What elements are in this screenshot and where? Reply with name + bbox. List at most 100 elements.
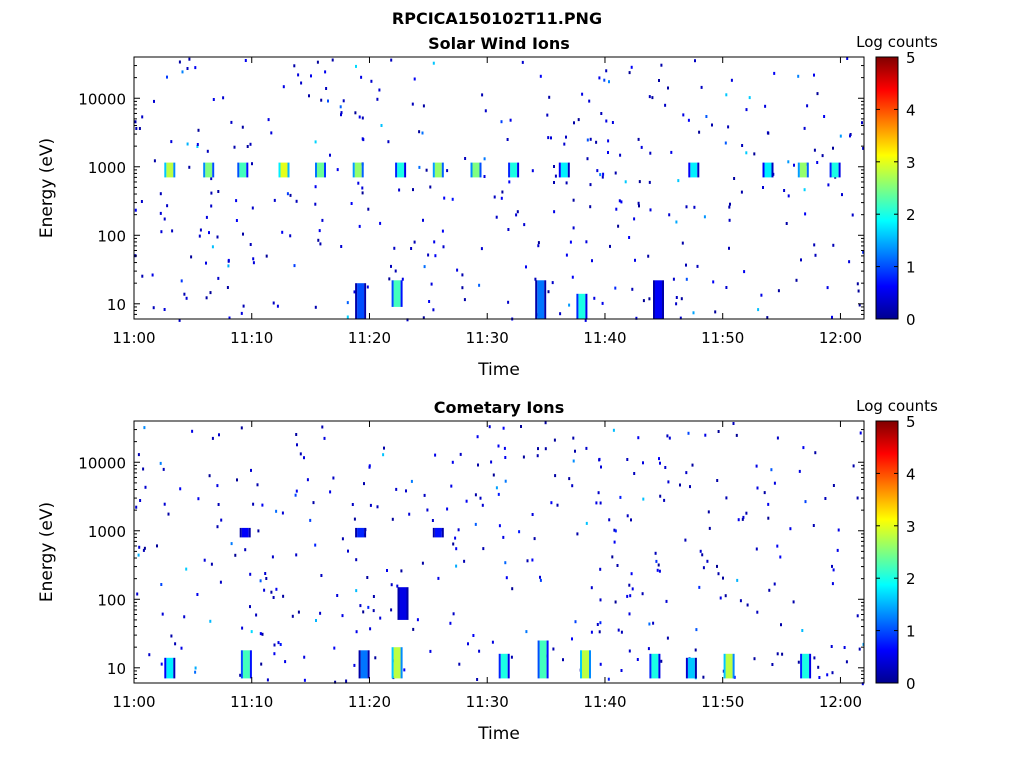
noise-pixel: [418, 165, 421, 169]
noise-pixel: [745, 108, 748, 112]
noise-pixel: [585, 240, 588, 244]
noise-pixel: [242, 232, 244, 236]
noise-pixel: [198, 234, 201, 238]
noise-pixel: [442, 245, 445, 249]
noise-pixel: [611, 555, 614, 559]
noise-pixel: [434, 453, 437, 457]
noise-pixel: [161, 612, 164, 616]
colorbar-tick-label: 2: [906, 206, 916, 224]
noise-pixel: [845, 660, 848, 664]
data-cell: [364, 283, 367, 319]
data-cell: [546, 640, 549, 679]
noise-pixel: [361, 191, 364, 195]
noise-pixel: [171, 229, 174, 233]
noise-pixel: [295, 433, 298, 436]
noise-pixel: [216, 484, 219, 488]
y-tick-label: 10: [107, 296, 126, 314]
noise-pixel: [387, 140, 390, 144]
noise-pixel: [403, 668, 406, 672]
noise-pixel: [483, 157, 486, 161]
noise-pixel: [861, 121, 863, 125]
noise-pixel: [431, 519, 434, 522]
noise-pixel: [441, 229, 444, 233]
noise-pixel: [226, 286, 229, 289]
noise-pixel: [601, 175, 604, 179]
noise-pixel: [319, 242, 322, 246]
data-cell: [500, 653, 508, 679]
noise-pixel: [626, 514, 629, 518]
noise-pixel: [675, 220, 678, 224]
data-cell: [317, 162, 324, 178]
noise-pixel: [134, 120, 137, 124]
noise-pixel: [297, 610, 300, 614]
noise-pixel: [551, 281, 554, 285]
noise-pixel: [412, 627, 415, 631]
noise-pixel: [702, 566, 705, 570]
noise-pixel: [773, 481, 776, 485]
noise-pixel: [208, 231, 210, 235]
data-cell: [364, 527, 367, 538]
noise-pixel: [273, 643, 276, 647]
noise-pixel: [217, 276, 220, 280]
noise-pixel: [641, 592, 644, 596]
colorbar-tick-label: 5: [906, 49, 916, 67]
colorbar-tick-label: 2: [906, 570, 916, 588]
data-cell: [399, 587, 407, 620]
noise-pixel: [708, 526, 711, 530]
noise-pixel: [753, 657, 756, 661]
noise-pixel: [199, 228, 202, 232]
noise-pixel: [607, 139, 610, 143]
noise-pixel: [660, 63, 663, 67]
noise-pixel: [413, 77, 416, 81]
noise-pixel: [241, 125, 244, 129]
noise-pixel: [400, 569, 403, 573]
noise-pixel: [391, 517, 394, 521]
noise-pixel: [210, 191, 213, 195]
noise-pixel: [563, 142, 566, 146]
noise-pixel: [217, 503, 220, 506]
noise-pixel: [433, 240, 436, 244]
noise-pixel: [179, 487, 182, 491]
noise-pixel: [181, 70, 184, 74]
noise-pixel: [446, 169, 449, 173]
data-cell: [355, 283, 358, 319]
noise-pixel: [227, 264, 230, 268]
noise-pixel: [620, 200, 623, 204]
noise-pixel: [500, 196, 503, 200]
noise-pixel: [421, 131, 424, 135]
noise-pixel: [626, 594, 629, 598]
data-cell: [655, 280, 662, 319]
noise-pixel: [755, 464, 758, 468]
data-cell: [472, 162, 480, 178]
noise-pixel: [395, 487, 398, 491]
noise-pixel: [682, 113, 685, 117]
noise-pixel: [668, 213, 671, 217]
noise-pixel: [190, 255, 193, 259]
noise-pixel: [209, 291, 212, 295]
noise-pixel: [597, 491, 600, 495]
noise-pixel: [369, 503, 372, 507]
data-cell: [539, 640, 547, 679]
noise-pixel: [608, 518, 611, 522]
noise-pixel: [539, 578, 542, 582]
noise-pixel: [284, 660, 287, 664]
noise-pixel: [299, 452, 302, 456]
noise-pixel: [361, 186, 364, 190]
noise-pixel: [423, 493, 426, 497]
noise-pixel: [449, 621, 452, 625]
noise-pixel: [228, 316, 231, 320]
noise-pixel: [546, 113, 549, 117]
noise-pixel: [547, 136, 550, 140]
noise-pixel: [412, 188, 414, 192]
noise-pixel: [776, 436, 779, 440]
noise-pixel: [353, 663, 356, 667]
noise-pixel: [803, 188, 806, 192]
noise-pixel: [637, 137, 640, 141]
noise-pixel: [619, 153, 622, 157]
noise-pixel: [719, 596, 722, 600]
noise-pixel: [630, 518, 632, 522]
noise-pixel: [291, 614, 294, 618]
noise-pixel: [565, 253, 568, 257]
data-cell: [585, 293, 588, 319]
noise-pixel: [712, 280, 715, 284]
